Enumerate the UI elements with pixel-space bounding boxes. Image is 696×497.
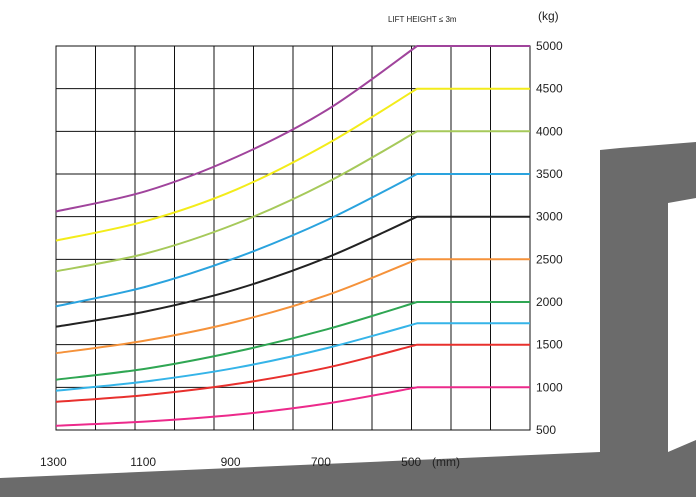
y-tick-label: 1500 <box>536 338 563 352</box>
y-tick-label: 4500 <box>536 82 563 96</box>
y-tick-label: 2500 <box>536 252 563 266</box>
x-tick-label: 500 <box>401 455 421 469</box>
chart-title: LIFT HEIGHT ≤ 3m <box>388 15 457 24</box>
x-tick-label: 700 <box>311 455 331 469</box>
x-tick-label: 900 <box>221 455 241 469</box>
y-tick-label: 500 <box>536 423 556 437</box>
y-tick-label: 4000 <box>536 124 563 138</box>
y-tick-label: 5000 <box>536 39 563 53</box>
y-tick-labels: 500 1000 1500 2000 2500 3000 3500 4000 4500 5000 <box>536 39 563 437</box>
y-tick-label: 2000 <box>536 295 563 309</box>
x-tick-label: 1300 <box>40 455 67 469</box>
y-tick-label: 3500 <box>536 167 563 181</box>
y-tick-label: 3000 <box>536 210 563 224</box>
y-axis-label: (kg) <box>538 9 559 23</box>
y-tick-label: 1000 <box>536 380 563 394</box>
x-axis-label: (mm) <box>432 455 460 469</box>
x-tick-label: 1100 <box>130 455 156 469</box>
chart-grid <box>56 46 530 430</box>
